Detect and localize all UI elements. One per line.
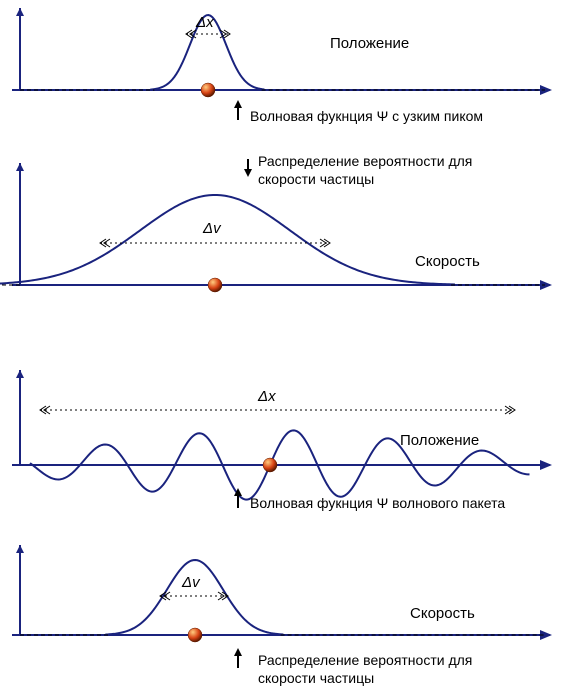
delta-v-label-2: Δv bbox=[182, 574, 200, 591]
panel-position-narrow: Δx Положение Волновая фукнция Ψ с узким … bbox=[0, 0, 570, 140]
panel-position-wavepacket: Δx Положение Волновая фукнция Ψ волновог… bbox=[0, 360, 570, 535]
delta-x-label-1: Δx bbox=[196, 14, 214, 31]
panel-velocity-narrow: Δv Скорость Распределение вероятности дл… bbox=[0, 540, 570, 695]
axis-label-position-2: Положение bbox=[400, 432, 479, 449]
axis-label-velocity-2: Скорость bbox=[410, 605, 475, 622]
caption-4-line2: скорости частицы bbox=[258, 670, 374, 686]
delta-x-label-2: Δx bbox=[258, 388, 276, 405]
caption-3: Волновая фукнция Ψ волнового пакета bbox=[250, 495, 505, 511]
caption-1: Волновая фукнция Ψ с узким пиком bbox=[250, 108, 483, 124]
axis-label-velocity-1: Скорость bbox=[415, 253, 480, 270]
panel-velocity-wide: Δv Скорость Распределение вероятности дл… bbox=[0, 145, 570, 320]
caption-4-line1: Распределение вероятности для bbox=[258, 652, 472, 668]
caption-2-line1: Распределение вероятности для bbox=[258, 153, 472, 169]
caption-2-line2: скорости частицы bbox=[258, 171, 374, 187]
axis-label-position-1: Положение bbox=[330, 35, 409, 52]
delta-v-label-1: Δv bbox=[203, 220, 221, 237]
